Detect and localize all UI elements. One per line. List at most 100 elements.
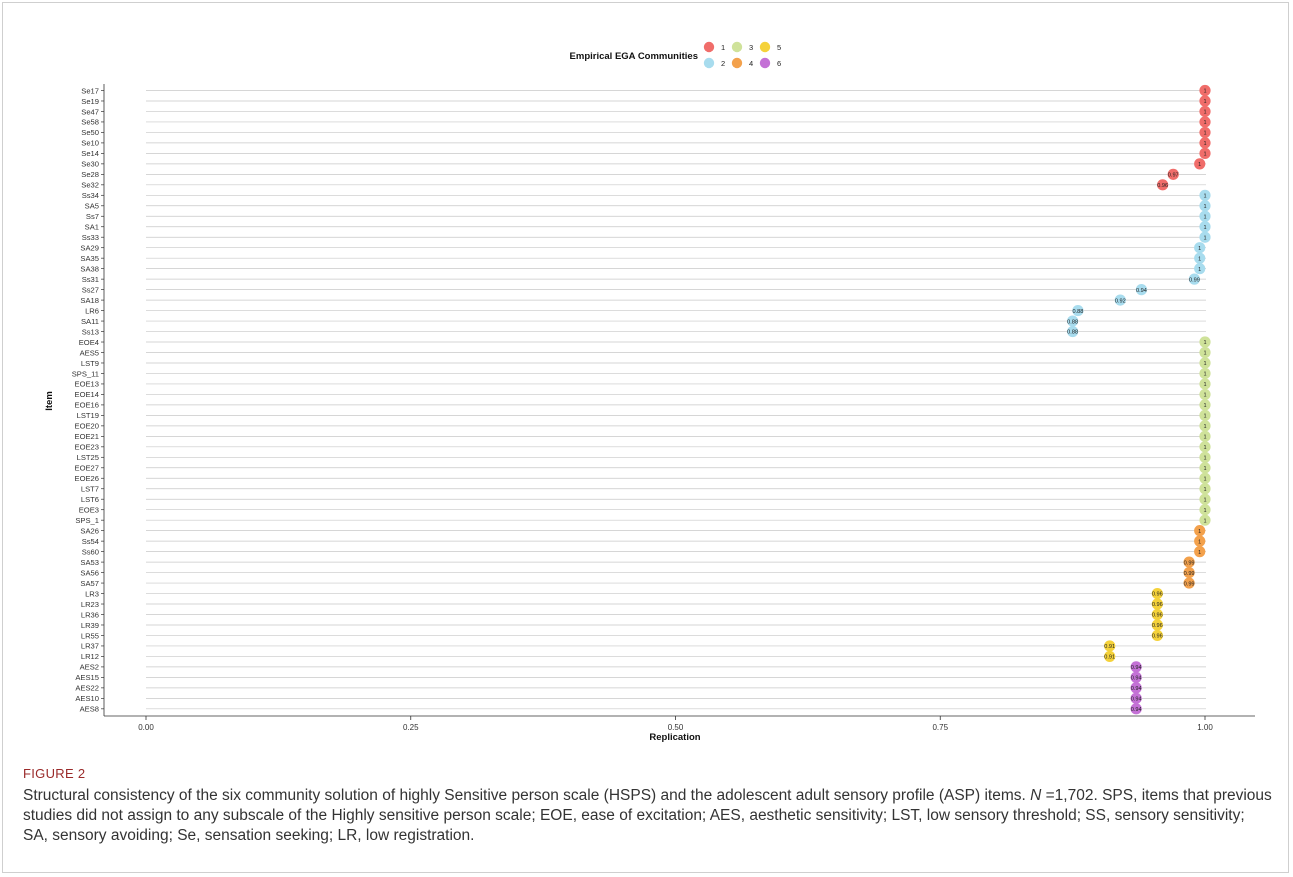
y-tick-label: LR23 [81, 600, 99, 609]
data-point [1199, 336, 1211, 348]
y-tick-label: SA1 [85, 223, 99, 232]
data-point [1183, 556, 1195, 568]
y-tick-label: LR37 [81, 642, 99, 651]
data-label: 0.94 [1131, 686, 1142, 692]
data-label: 1 [1198, 550, 1201, 556]
y-tick-label: LR3 [85, 589, 99, 598]
legend-title: Empirical EGA Communities [570, 51, 698, 62]
data-point [1199, 137, 1211, 149]
data-point [1199, 504, 1211, 516]
y-tick-label: LST19 [77, 411, 99, 420]
y-tick-label: Se28 [81, 170, 99, 179]
data-label: 1 [1203, 466, 1206, 472]
y-tick-label: SA57 [80, 579, 99, 588]
data-label: 0.91 [1104, 655, 1115, 661]
data-label: 0.96 [1152, 634, 1163, 640]
data-label: 0.96 [1152, 623, 1163, 629]
y-tick-label: LST9 [81, 359, 99, 368]
data-label: 1 [1203, 194, 1206, 200]
data-point [1199, 451, 1211, 463]
y-tick-label: Se32 [81, 181, 99, 190]
data-label: 1 [1203, 351, 1206, 357]
data-label: 1 [1198, 256, 1201, 262]
legend-key-1 [703, 41, 715, 53]
y-tick-label: EOE21 [75, 432, 99, 441]
y-tick-label: LR55 [81, 631, 99, 640]
data-label: 0.94 [1131, 676, 1142, 682]
y-tick-label: Se14 [81, 149, 99, 158]
data-label: 0.96 [1152, 592, 1163, 598]
figure-label: FIGURE 2 [23, 766, 86, 781]
data-point [1199, 221, 1211, 233]
legend-label-2: 2 [721, 59, 725, 68]
data-point [1199, 420, 1211, 432]
y-tick-label: Ss27 [82, 285, 99, 294]
data-label: 0.99 [1184, 581, 1195, 587]
data-point [1194, 252, 1206, 264]
data-label: 1 [1203, 361, 1206, 367]
data-label: 0.94 [1131, 665, 1142, 671]
data-label: 0.97 [1168, 173, 1179, 179]
data-label: 0.99 [1184, 560, 1195, 566]
data-label: 1 [1203, 225, 1206, 231]
data-point [1135, 284, 1148, 296]
data-point [1199, 126, 1211, 139]
data-label: 1 [1203, 508, 1206, 514]
data-label: 1 [1203, 99, 1206, 105]
figure-caption: Structural consistency of the six commun… [23, 786, 1273, 846]
data-point [1130, 661, 1142, 673]
data-point [1199, 430, 1211, 442]
data-point [1199, 346, 1211, 359]
data-point [1183, 566, 1195, 579]
y-tick-label: LR36 [81, 610, 99, 619]
data-label: 1 [1203, 235, 1206, 241]
y-tick-label: Ss13 [82, 327, 99, 336]
data-point [1151, 598, 1163, 610]
y-tick-label: SA11 [81, 317, 99, 326]
y-tick-label: SA53 [80, 558, 99, 567]
data-label: 1 [1203, 403, 1206, 409]
caption-text: Structural consistency of the six commun… [23, 787, 1031, 804]
y-tick-label: Ss54 [82, 537, 99, 546]
data-point [1199, 388, 1211, 401]
y-tick-label: EOE27 [75, 464, 99, 473]
data-label: 1 [1203, 393, 1206, 399]
legend-key-3 [731, 41, 743, 53]
data-point [1199, 472, 1211, 484]
data-label: 1 [1203, 424, 1206, 430]
data-point [1167, 168, 1179, 180]
data-label: 1 [1203, 435, 1206, 441]
data-point [1194, 525, 1206, 537]
gridlines [146, 90, 1206, 710]
legend-key-4 [731, 57, 743, 69]
data-label: 1 [1198, 162, 1201, 168]
data-label: 1 [1203, 372, 1206, 378]
data-label: 1 [1203, 497, 1206, 503]
data-point [1199, 200, 1211, 212]
data-label: 1 [1198, 529, 1201, 535]
y-tick-label: Ss60 [82, 547, 99, 556]
data-point [1072, 304, 1084, 317]
legend-label-3: 3 [749, 43, 753, 52]
data-label: 0.91 [1104, 644, 1115, 650]
y-tick-label: EOE4 [79, 338, 99, 347]
data-label: 0.96 [1152, 602, 1163, 608]
data-label: 1 [1203, 204, 1206, 210]
x-axis-title: Replication [649, 732, 700, 743]
data-point [1157, 179, 1169, 191]
data-point [1130, 692, 1142, 704]
data-point [1151, 608, 1163, 621]
data-point [1104, 640, 1116, 652]
data-point [1199, 378, 1211, 390]
y-tick-label: AES15 [75, 673, 99, 682]
data-label: 1 [1203, 518, 1206, 524]
legend-label-4: 4 [749, 59, 753, 68]
y-tick-label: Se58 [81, 118, 99, 127]
legend-key-5 [759, 41, 771, 53]
y-tick-label: EOE13 [75, 380, 99, 389]
legend-label-1: 1 [721, 43, 725, 52]
y-tick-label: Ss33 [82, 233, 99, 242]
y-tick-label: Se50 [81, 128, 99, 137]
